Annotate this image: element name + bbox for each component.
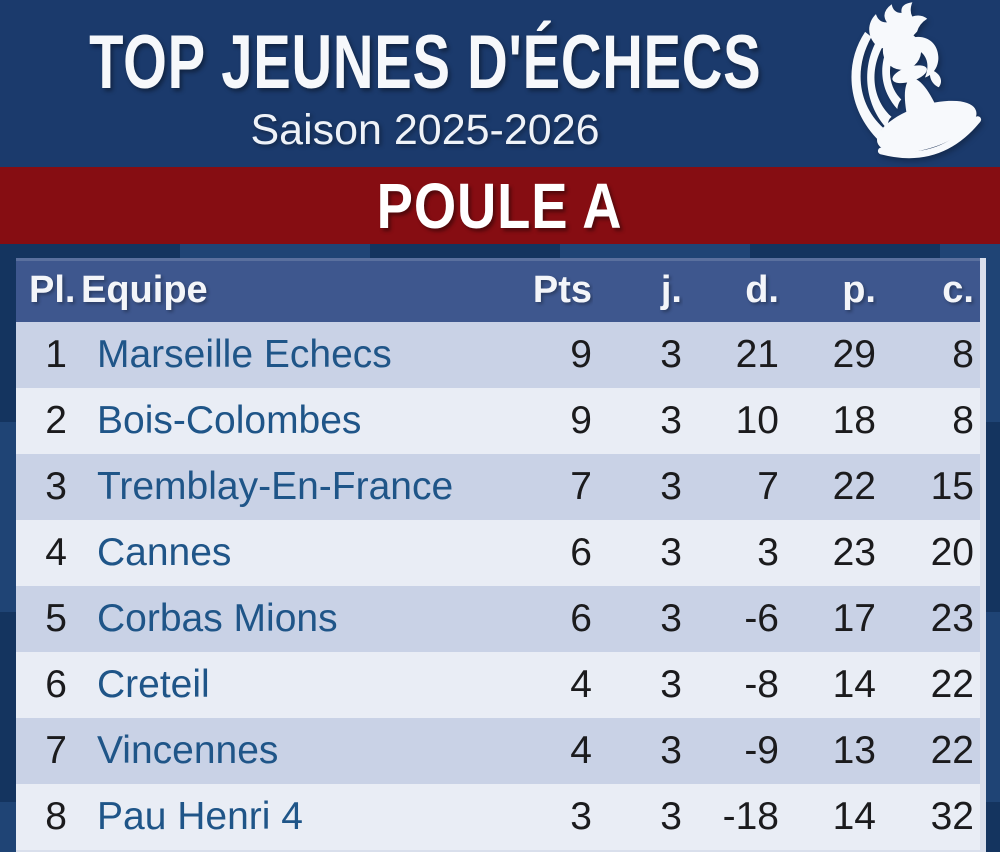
points-cell: 4 (570, 729, 592, 772)
column-header-played: j. (593, 258, 683, 322)
for-cell: 23 (832, 531, 876, 574)
diff-cell: 21 (735, 333, 779, 376)
team-name: Corbas Mions (97, 597, 338, 640)
team-name: Marseille Echecs (97, 333, 392, 376)
table-row: 1 Marseille Echecs 9 3 21 29 8 (16, 322, 980, 388)
column-header-for: p. (780, 258, 877, 322)
against-cell: 15 (930, 465, 974, 508)
standings-table: Pl. Equipe Pts j. d. p. c. 1 Marseille E… (16, 258, 980, 850)
for-cell: 13 (832, 729, 876, 772)
diff-cell: -8 (744, 663, 779, 706)
points-cell: 7 (570, 465, 592, 508)
played-cell: 3 (660, 663, 682, 706)
column-header-against: c. (877, 258, 980, 322)
points-cell: 6 (570, 531, 592, 574)
table-row: 6 Creteil 4 3 -8 14 22 (16, 652, 980, 718)
column-header-points: Pts (508, 258, 593, 322)
against-cell: 23 (930, 597, 974, 640)
column-header-team: Equipe (80, 258, 508, 322)
for-cell: 14 (832, 795, 876, 838)
points-cell: 9 (570, 333, 592, 376)
table-header-row: Pl. Equipe Pts j. d. p. c. (16, 258, 980, 322)
team-name: Vincennes (97, 729, 279, 772)
for-cell: 29 (832, 333, 876, 376)
table-row: 2 Bois-Colombes 9 3 10 18 8 (16, 388, 980, 454)
standings-body: 1 Marseille Echecs 9 3 21 29 8 2 Bois-Co… (16, 322, 980, 850)
pool-banner: POULE A (0, 167, 1000, 244)
team-name: Bois-Colombes (97, 399, 362, 442)
diff-cell: 7 (757, 465, 779, 508)
for-cell: 18 (832, 399, 876, 442)
rank-cell: 8 (45, 795, 67, 838)
table-row: 4 Cannes 6 3 3 23 20 (16, 520, 980, 586)
played-cell: 3 (660, 531, 682, 574)
season-subtitle: Saison 2025-2026 (250, 106, 600, 154)
played-cell: 3 (660, 399, 682, 442)
played-cell: 3 (660, 795, 682, 838)
played-cell: 3 (660, 729, 682, 772)
rank-cell: 2 (45, 399, 67, 442)
rank-cell: 1 (45, 333, 67, 376)
against-cell: 8 (952, 333, 974, 376)
table-row: 7 Vincennes 4 3 -9 13 22 (16, 718, 980, 784)
diff-cell: -18 (722, 795, 779, 838)
against-cell: 20 (930, 531, 974, 574)
rank-cell: 7 (45, 729, 67, 772)
page-title: TOP JEUNES D'ÉCHECS (88, 20, 762, 105)
rank-cell: 6 (45, 663, 67, 706)
team-name: Creteil (97, 663, 210, 706)
standings-table-container: Pl. Equipe Pts j. d. p. c. 1 Marseille E… (16, 258, 986, 852)
against-cell: 22 (930, 729, 974, 772)
diff-cell: 3 (757, 531, 779, 574)
diff-cell: 10 (735, 399, 779, 442)
against-cell: 22 (930, 663, 974, 706)
points-cell: 6 (570, 597, 592, 640)
column-header-diff: d. (683, 258, 780, 322)
team-name: Cannes (97, 531, 232, 574)
header-title-block: TOP JEUNES D'ÉCHECS Saison 2025-2026 (0, 0, 1000, 167)
table-row: 5 Corbas Mions 6 3 -6 17 23 (16, 586, 980, 652)
for-cell: 17 (832, 597, 876, 640)
rank-cell: 3 (45, 465, 67, 508)
pool-label: POULE A (377, 169, 623, 242)
played-cell: 3 (660, 597, 682, 640)
team-name: Tremblay-En-France (97, 465, 454, 508)
rank-cell: 4 (45, 531, 67, 574)
diff-cell: -9 (744, 729, 779, 772)
played-cell: 3 (660, 465, 682, 508)
points-cell: 3 (570, 795, 592, 838)
played-cell: 3 (660, 333, 682, 376)
points-cell: 4 (570, 663, 592, 706)
diff-cell: -6 (744, 597, 779, 640)
team-name: Pau Henri 4 (97, 795, 303, 838)
against-cell: 32 (930, 795, 974, 838)
rank-cell: 5 (45, 597, 67, 640)
rooster-chess-knight-icon (851, 2, 982, 159)
header-band: TOP JEUNES D'ÉCHECS Saison 2025-2026 (0, 0, 1000, 167)
for-cell: 22 (832, 465, 876, 508)
points-cell: 9 (570, 399, 592, 442)
for-cell: 14 (832, 663, 876, 706)
table-row: 3 Tremblay-En-France 7 3 7 22 15 (16, 454, 980, 520)
against-cell: 8 (952, 399, 974, 442)
column-header-place: Pl. (16, 258, 80, 322)
table-row: 8 Pau Henri 4 3 3 -18 14 32 (16, 784, 980, 850)
